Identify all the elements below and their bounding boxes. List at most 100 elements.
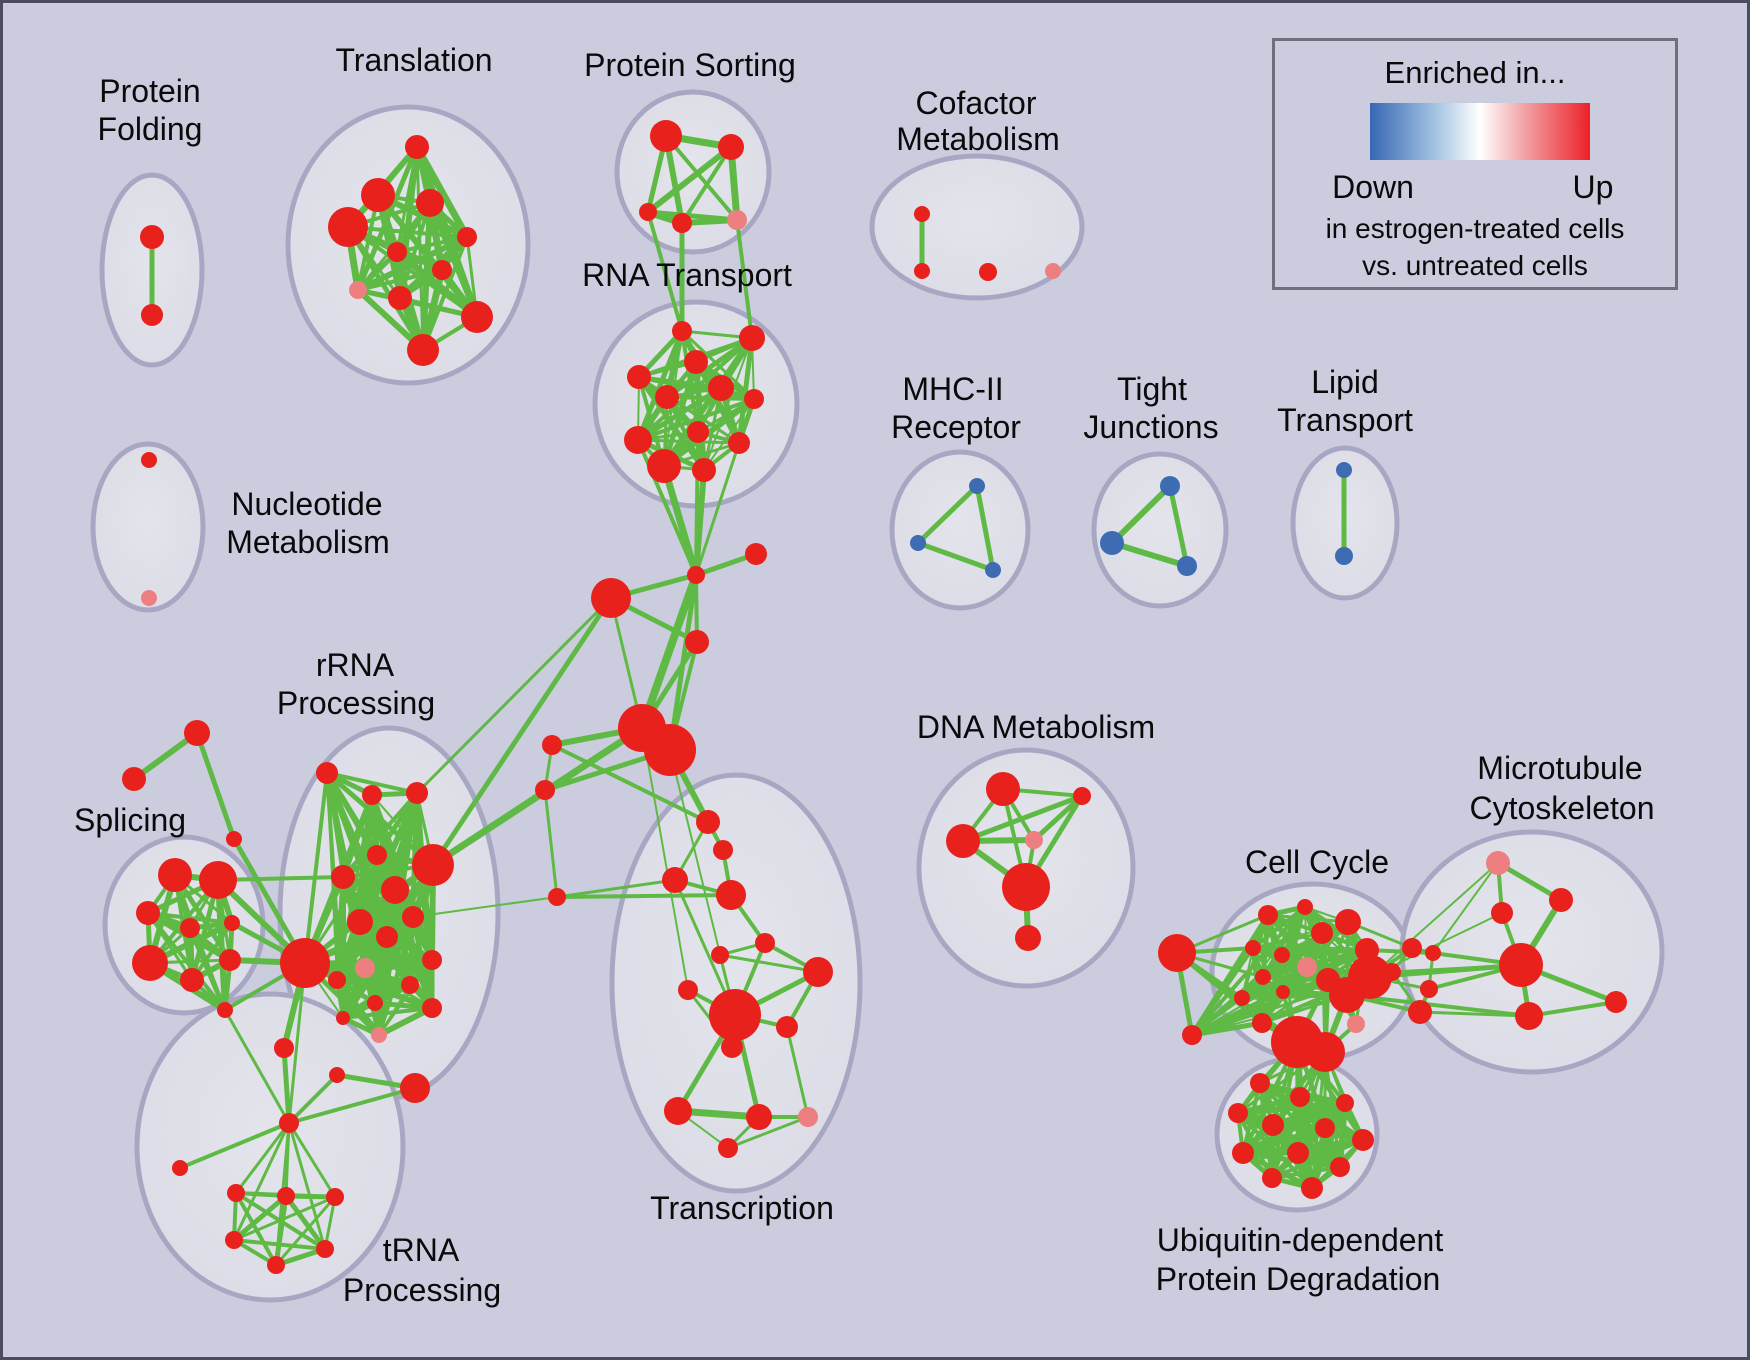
node-cc14[interactable]: [1182, 1025, 1202, 1045]
node-t4[interactable]: [328, 207, 368, 247]
node-tc3[interactable]: [662, 867, 688, 893]
node-md3[interactable]: [1408, 1000, 1432, 1024]
node-rt12[interactable]: [692, 458, 716, 482]
node-rrHub[interactable]: [280, 938, 330, 988]
node-cc11[interactable]: [1276, 985, 1290, 999]
node-ta2[interactable]: [329, 1067, 345, 1083]
node-tn1[interactable]: [227, 1184, 245, 1202]
node-cf2[interactable]: [914, 263, 930, 279]
node-tn4[interactable]: [225, 1231, 243, 1249]
node-ccBig[interactable]: [1158, 934, 1196, 972]
node-mtBig[interactable]: [1499, 943, 1543, 987]
node-t2[interactable]: [361, 178, 395, 212]
node-tj3[interactable]: [1177, 556, 1197, 576]
node-tn2[interactable]: [277, 1187, 295, 1205]
node-ps4[interactable]: [672, 213, 692, 233]
node-cc10[interactable]: [1255, 969, 1271, 985]
node-cc7[interactable]: [1274, 947, 1290, 963]
node-sp3[interactable]: [136, 901, 160, 925]
node-rr6[interactable]: [381, 876, 409, 904]
node-cc16[interactable]: [1329, 977, 1365, 1013]
node-ub0b[interactable]: [1305, 1032, 1345, 1072]
node-tleft[interactable]: [172, 1160, 188, 1176]
node-ps3[interactable]: [639, 203, 657, 221]
node-tn3[interactable]: [326, 1188, 344, 1206]
node-mt1[interactable]: [1486, 851, 1510, 875]
node-t11[interactable]: [407, 334, 439, 366]
node-cc12[interactable]: [1234, 990, 1250, 1006]
node-sp9[interactable]: [217, 1002, 233, 1018]
node-ps1[interactable]: [650, 120, 682, 152]
node-ub1[interactable]: [1250, 1073, 1270, 1093]
node-rt6[interactable]: [708, 375, 734, 401]
node-tc2[interactable]: [713, 840, 733, 860]
node-ub12[interactable]: [1301, 1177, 1323, 1199]
node-t6[interactable]: [387, 242, 407, 262]
node-tj1[interactable]: [1160, 476, 1180, 496]
node-tc12[interactable]: [664, 1097, 692, 1125]
node-dm4[interactable]: [1025, 831, 1043, 849]
node-rr1[interactable]: [316, 762, 338, 784]
node-sp1[interactable]: [158, 858, 192, 892]
node-ta1[interactable]: [274, 1038, 294, 1058]
node-sp6[interactable]: [132, 945, 168, 981]
node-ub11[interactable]: [1262, 1168, 1282, 1188]
node-ub3[interactable]: [1336, 1094, 1354, 1112]
node-tc6[interactable]: [755, 933, 775, 953]
node-rr8[interactable]: [347, 909, 373, 935]
node-c1[interactable]: [687, 566, 705, 584]
node-sp5[interactable]: [224, 915, 240, 931]
node-rr10[interactable]: [402, 906, 424, 928]
node-x1[interactable]: [184, 720, 210, 746]
node-ub7[interactable]: [1352, 1129, 1374, 1151]
node-t1[interactable]: [405, 135, 429, 159]
node-dm5[interactable]: [1002, 863, 1050, 911]
node-cc8[interactable]: [1297, 957, 1317, 977]
node-tc11[interactable]: [721, 1036, 743, 1058]
node-tc4[interactable]: [716, 880, 746, 910]
node-rr9[interactable]: [376, 926, 398, 948]
node-ub9[interactable]: [1287, 1142, 1309, 1164]
node-ub5[interactable]: [1262, 1114, 1284, 1136]
node-mh2[interactable]: [910, 535, 926, 551]
node-ub2[interactable]: [1290, 1087, 1310, 1107]
node-rt9[interactable]: [624, 426, 652, 454]
node-ub8[interactable]: [1232, 1142, 1254, 1164]
node-tc7[interactable]: [711, 946, 729, 964]
node-cf3[interactable]: [979, 263, 997, 281]
node-cf1[interactable]: [914, 206, 930, 222]
node-tn5[interactable]: [316, 1240, 334, 1258]
node-mt5[interactable]: [1420, 980, 1438, 998]
node-rt1[interactable]: [672, 321, 692, 341]
node-t9[interactable]: [388, 286, 412, 310]
node-rr5[interactable]: [331, 865, 355, 889]
node-lt2[interactable]: [1335, 547, 1353, 565]
node-rr18[interactable]: [371, 1027, 387, 1043]
node-dm1[interactable]: [986, 772, 1020, 806]
node-tcHub[interactable]: [709, 989, 761, 1041]
node-pf2[interactable]: [141, 304, 163, 326]
node-rr2[interactable]: [362, 785, 382, 805]
node-tc8[interactable]: [803, 957, 833, 987]
node-md2[interactable]: [1402, 938, 1422, 958]
node-ub4[interactable]: [1228, 1103, 1248, 1123]
node-cc3[interactable]: [1311, 922, 1333, 944]
node-rr3[interactable]: [406, 782, 428, 804]
node-tc13[interactable]: [746, 1104, 772, 1130]
node-tc15[interactable]: [718, 1138, 738, 1158]
node-c3[interactable]: [745, 543, 767, 565]
node-rr13[interactable]: [401, 976, 419, 994]
node-sp4[interactable]: [180, 918, 200, 938]
node-mh1[interactable]: [969, 478, 985, 494]
node-md1[interactable]: [1383, 963, 1401, 981]
node-mt2[interactable]: [1549, 888, 1573, 912]
node-cc13[interactable]: [1252, 1013, 1272, 1033]
node-rt11[interactable]: [647, 449, 681, 483]
node-c2[interactable]: [685, 630, 709, 654]
node-rr15[interactable]: [422, 998, 442, 1018]
node-t7[interactable]: [432, 260, 452, 280]
node-ccp[interactable]: [1347, 1015, 1365, 1033]
node-rr7[interactable]: [412, 844, 454, 886]
node-rr16[interactable]: [367, 995, 383, 1011]
node-l2[interactable]: [535, 780, 555, 800]
